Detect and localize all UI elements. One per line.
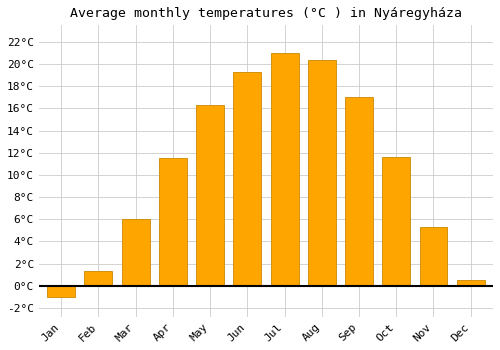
Title: Average monthly temperatures (°C ) in Nyáregyháza: Average monthly temperatures (°C ) in Ny…	[70, 7, 462, 20]
Bar	[270, 53, 298, 286]
Bar	[234, 72, 262, 286]
Bar	[345, 97, 373, 286]
Bar	[457, 280, 484, 286]
Bar	[159, 158, 187, 286]
Bar	[122, 219, 150, 286]
Bar	[47, 286, 75, 297]
Bar	[84, 271, 112, 286]
Bar	[196, 105, 224, 286]
Bar	[382, 157, 410, 286]
Bar	[420, 227, 448, 286]
Bar	[308, 60, 336, 286]
